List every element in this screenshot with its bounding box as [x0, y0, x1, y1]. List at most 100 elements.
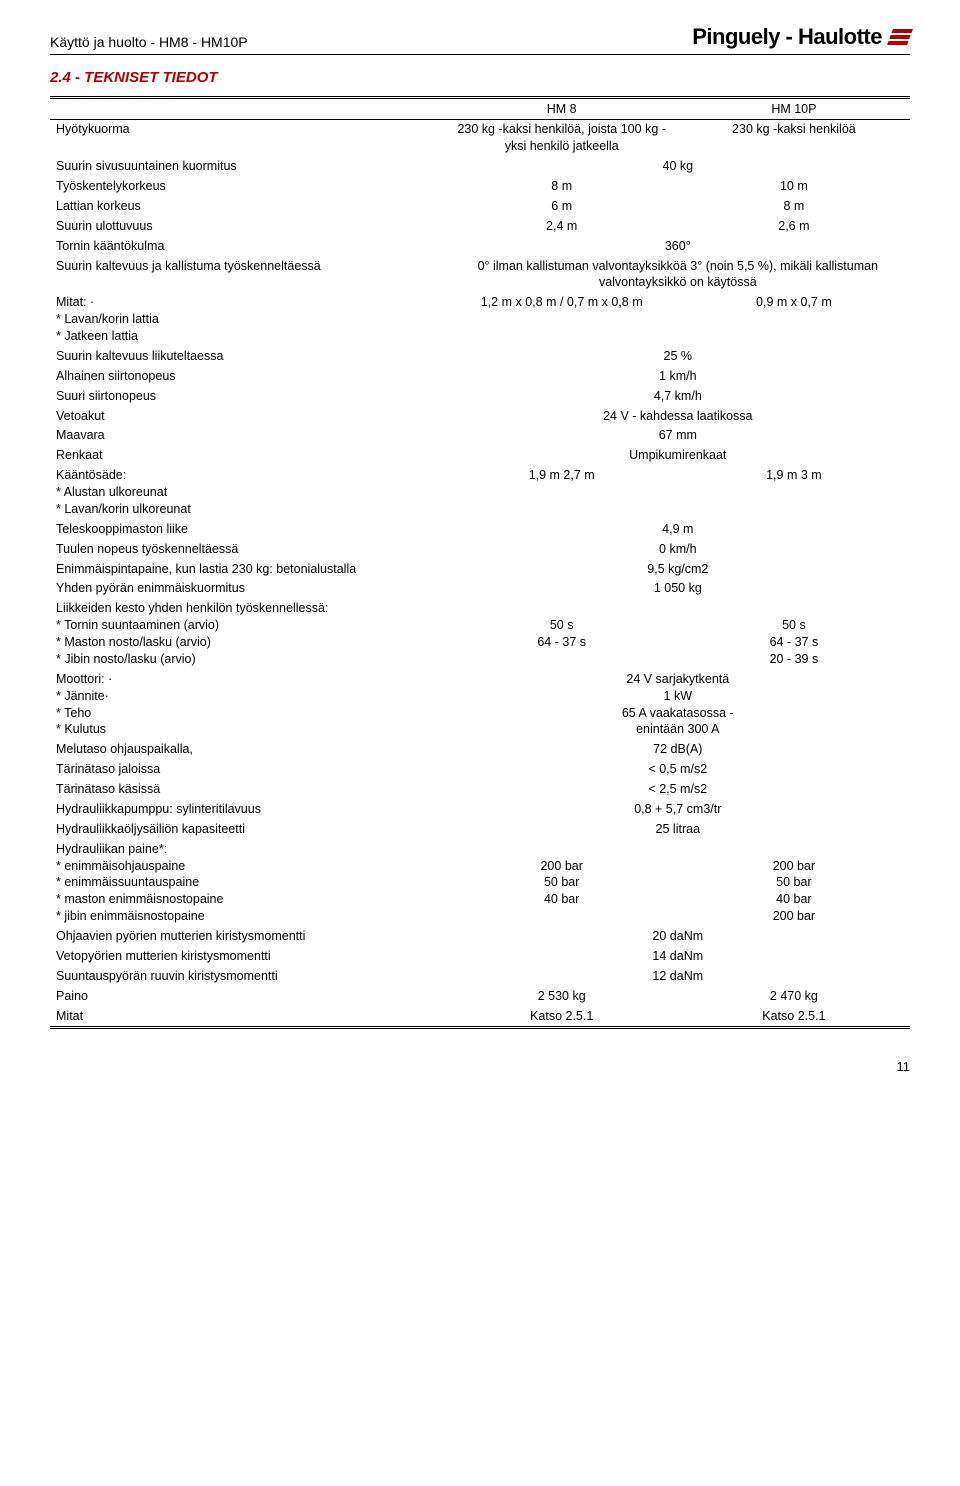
row-value: 24 V - kahdessa laatikossa: [446, 406, 910, 426]
row-value: Umpikumirenkaat: [446, 446, 910, 466]
row-value: 0° ilman kallistuman valvontayksikköä 3°…: [446, 256, 910, 293]
table-row: Paino 2 530 kg 2 470 kg: [50, 986, 910, 1006]
row-label: Suurin kaltevuus liikuteltaessa: [50, 346, 446, 366]
table-row: Hydrauliikkapumppu: sylinteritilavuus 0,…: [50, 799, 910, 819]
table-row: Alhainen siirtonopeus 1 km/h: [50, 366, 910, 386]
table-row: Moottori: · * Jännite· * Teho * Kulutus …: [50, 669, 910, 740]
table-row: Suurin ulottuvuus 2,4 m 2,6 m: [50, 216, 910, 236]
page-number: 11: [50, 1059, 910, 1074]
table-row: Maavara 67 mm: [50, 426, 910, 446]
table-row: Suurin kaltevuus liikuteltaessa 25 %: [50, 346, 910, 366]
table-row: Suurin sivusuuntainen kuormitus 40 kg: [50, 157, 910, 177]
row-label: Hydrauliikkaöljysäiliön kapasiteetti: [50, 819, 446, 839]
table-row: Yhden pyörän enimmäiskuormitus 1 050 kg: [50, 579, 910, 599]
row-label: Paino: [50, 986, 446, 1006]
row-value: 1 km/h: [446, 366, 910, 386]
row-label: Enimmäispintapaine, kun lastia 230 kg: b…: [50, 559, 446, 579]
row-value: 50 s 64 - 37 s: [446, 599, 678, 670]
row-value: 72 dB(A): [446, 740, 910, 760]
row-label: Teleskooppimaston liike: [50, 519, 446, 539]
table-row: Renkaat Umpikumirenkaat: [50, 446, 910, 466]
table-row: Suurin kaltevuus ja kallistuma työskenne…: [50, 256, 910, 293]
table-row: Liikkeiden kesto yhden henkilön työskenn…: [50, 599, 910, 670]
row-value: 14 daNm: [446, 946, 910, 966]
row-value: 230 kg -kaksi henkilöä, joista 100 kg - …: [446, 119, 678, 156]
row-value: 2,4 m: [446, 216, 678, 236]
row-value: Katso 2.5.1: [678, 1006, 910, 1027]
row-value: < 2,5 m/s2: [446, 780, 910, 800]
table-row: Hyötykuorma 230 kg -kaksi henkilöä, jois…: [50, 119, 910, 156]
row-label: Hydrauliikkapumppu: sylinteritilavuus: [50, 799, 446, 819]
row-label: Renkaat: [50, 446, 446, 466]
row-label: Melutaso ohjauspaikalla,: [50, 740, 446, 760]
row-label: Suurin ulottuvuus: [50, 216, 446, 236]
row-label: Suurin kaltevuus ja kallistuma työskenne…: [50, 256, 446, 293]
page-header: Käyttö ja huolto - HM8 - HM10P Pinguely …: [50, 24, 910, 55]
row-label: Mitat: · * Lavan/korin lattia * Jatkeen …: [50, 293, 446, 347]
table-row: Työskentelykorkeus 8 m 10 m: [50, 177, 910, 197]
row-value: 0,8 + 5,7 cm3/tr: [446, 799, 910, 819]
row-label: Lattian korkeus: [50, 196, 446, 216]
row-value: 200 bar 50 bar 40 bar: [446, 839, 678, 926]
row-label: Hydrauliikan paine*: * enimmäisohjauspai…: [50, 839, 446, 926]
row-value: 230 kg -kaksi henkilöä: [678, 119, 910, 156]
row-value: 1,9 m 2,7 m: [446, 466, 678, 520]
row-value: 4,9 m: [446, 519, 910, 539]
row-value: 9,5 kg/cm2: [446, 559, 910, 579]
table-row: Tärinätaso käsissä < 2,5 m/s2: [50, 780, 910, 800]
spec-table: HM 8 HM 10P Hyötykuorma 230 kg -kaksi he…: [50, 96, 910, 1029]
row-value: 0 km/h: [446, 539, 910, 559]
row-label: Moottori: · * Jännite· * Teho * Kulutus: [50, 669, 446, 740]
table-row: Mitat: · * Lavan/korin lattia * Jatkeen …: [50, 293, 910, 347]
row-label: Ohjaavien pyörien mutterien kiristysmome…: [50, 927, 446, 947]
row-value: 1,9 m 3 m: [678, 466, 910, 520]
row-value: 2,6 m: [678, 216, 910, 236]
table-row: Vetoakut 24 V - kahdessa laatikossa: [50, 406, 910, 426]
row-label: Vetoakut: [50, 406, 446, 426]
header-right: Pinguely - Haulotte: [692, 24, 910, 50]
col-hm10p: HM 10P: [678, 98, 910, 120]
table-row: Hydrauliikkaöljysäiliön kapasiteetti 25 …: [50, 819, 910, 839]
table-row: Vetopyörien mutterien kiristysmomentti 1…: [50, 946, 910, 966]
row-value: 20 daNm: [446, 927, 910, 947]
table-row: Tärinätaso jaloissa < 0,5 m/s2: [50, 760, 910, 780]
table-row: Kääntösäde: * Alustan ulkoreunat * Lavan…: [50, 466, 910, 520]
table-row: Tuulen nopeus työskenneltäessä 0 km/h: [50, 539, 910, 559]
row-label: Alhainen siirtonopeus: [50, 366, 446, 386]
row-value: 2 530 kg: [446, 986, 678, 1006]
table-row: Suuntauspyörän ruuvin kiristysmomentti 1…: [50, 966, 910, 986]
header-left-text: Käyttö ja huolto - HM8 - HM10P: [50, 34, 248, 50]
row-value: 0,9 m x 0,7 m: [678, 293, 910, 347]
row-value: 6 m: [446, 196, 678, 216]
table-row: Ohjaavien pyörien mutterien kiristysmome…: [50, 927, 910, 947]
row-label: Suuntauspyörän ruuvin kiristysmomentti: [50, 966, 446, 986]
row-value: 360°: [446, 236, 910, 256]
row-value: < 0,5 m/s2: [446, 760, 910, 780]
row-label: Hyötykuorma: [50, 119, 446, 156]
table-row: Suuri siirtonopeus 4,7 km/h: [50, 386, 910, 406]
table-row: Enimmäispintapaine, kun lastia 230 kg: b…: [50, 559, 910, 579]
row-value: 24 V sarjakytkentä 1 kW 65 A vaakatasoss…: [446, 669, 910, 740]
row-value: 67 mm: [446, 426, 910, 446]
row-label: Tornin kääntökulma: [50, 236, 446, 256]
table-row: Melutaso ohjauspaikalla, 72 dB(A): [50, 740, 910, 760]
row-label: Liikkeiden kesto yhden henkilön työskenn…: [50, 599, 446, 670]
row-label: Suurin sivusuuntainen kuormitus: [50, 157, 446, 177]
row-value: 1 050 kg: [446, 579, 910, 599]
row-label: Yhden pyörän enimmäiskuormitus: [50, 579, 446, 599]
row-value: 25 litraa: [446, 819, 910, 839]
brand-logo-icon: [887, 29, 913, 45]
row-label: Maavara: [50, 426, 446, 446]
row-value: 50 s 64 - 37 s 20 - 39 s: [678, 599, 910, 670]
row-label: Tärinätaso käsissä: [50, 780, 446, 800]
row-value: 4,7 km/h: [446, 386, 910, 406]
row-label: Vetopyörien mutterien kiristysmomentti: [50, 946, 446, 966]
row-value: 1,2 m x 0,8 m / 0,7 m x 0,8 m: [446, 293, 678, 347]
brand-name: Pinguely - Haulotte: [692, 24, 882, 50]
row-value: 8 m: [446, 177, 678, 197]
row-value: 25 %: [446, 346, 910, 366]
row-value: 40 kg: [446, 157, 910, 177]
table-header-row: HM 8 HM 10P: [50, 98, 910, 120]
row-value: 200 bar 50 bar 40 bar 200 bar: [678, 839, 910, 926]
row-value: Katso 2.5.1: [446, 1006, 678, 1027]
